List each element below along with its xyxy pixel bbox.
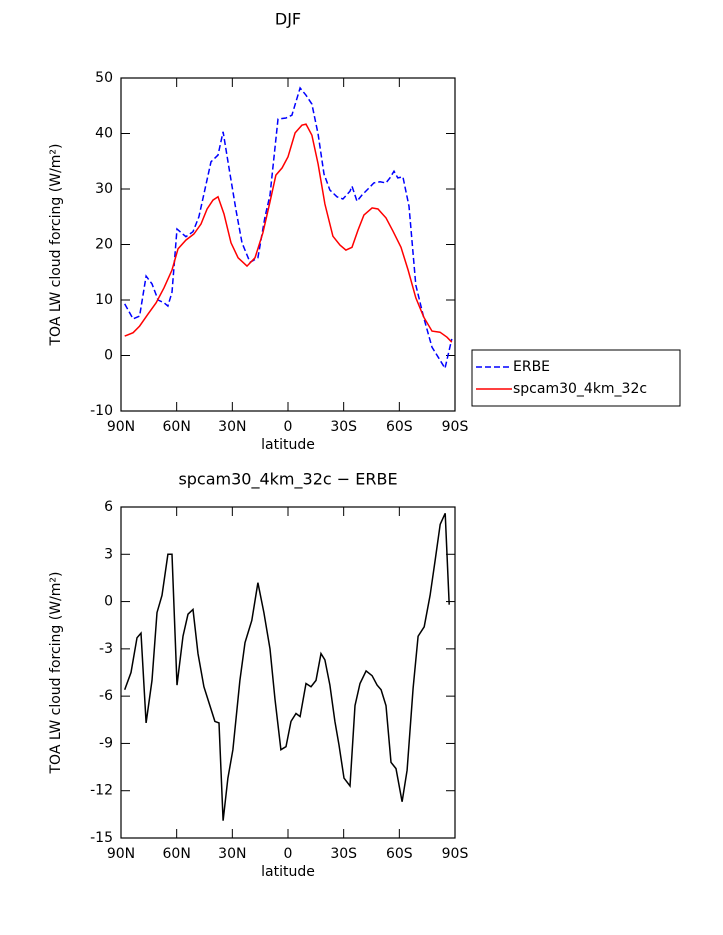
x-tick-label: 60S bbox=[386, 846, 413, 862]
x-tick-label: 90S bbox=[442, 419, 469, 435]
x-tick-label: 30S bbox=[330, 419, 357, 435]
y-tick-label: -12 bbox=[90, 783, 113, 799]
y-tick-label: -9 bbox=[99, 735, 113, 751]
panel: DJF -10 0 10 20 30 40 50 90N 60N 30N 0 30S 60S 90S lati… bbox=[48, 10, 681, 453]
legend-label: spcam30_4km_32c bbox=[513, 381, 647, 397]
chart-title: spcam30_4km_32c − ERBE bbox=[178, 470, 397, 490]
y-tick-label: 30 bbox=[95, 181, 113, 197]
series-line bbox=[124, 86, 453, 371]
y-tick-label: 3 bbox=[104, 546, 113, 562]
y-tick-label: 40 bbox=[95, 126, 113, 142]
x-tick-label: 90N bbox=[107, 419, 135, 435]
x-tick-label: 60N bbox=[163, 419, 191, 435]
legend-label: ERBE bbox=[513, 359, 550, 375]
x-tick-label: 60S bbox=[386, 419, 413, 435]
series-line bbox=[124, 123, 453, 343]
panel: spcam30_4km_32c − ERBE -15 -12 -9 -6 -3 0 3 6 90N… bbox=[48, 470, 468, 881]
x-tick-label: 90N bbox=[107, 846, 135, 862]
y-tick-label: -6 bbox=[99, 688, 113, 704]
x-tick-label: 90S bbox=[442, 846, 469, 862]
y-tick-label: 0 bbox=[104, 594, 113, 610]
y-tick-label: 0 bbox=[104, 348, 113, 364]
chart-title: DJF bbox=[275, 10, 301, 29]
y-axis-label: TOA LW cloud forcing (W/m²) bbox=[48, 144, 64, 347]
x-tick-label: 30S bbox=[330, 846, 357, 862]
y-tick-label: -10 bbox=[90, 403, 113, 419]
x-tick-label: 60N bbox=[163, 846, 191, 862]
x-tick-label: 0 bbox=[284, 419, 293, 435]
y-tick-label: -15 bbox=[90, 830, 113, 846]
legend-box bbox=[471, 349, 681, 407]
y-tick-label: 6 bbox=[104, 499, 113, 515]
x-axis-label: latitude bbox=[261, 864, 315, 880]
y-tick-label: -3 bbox=[99, 641, 113, 657]
x-tick-label: 30N bbox=[218, 419, 246, 435]
y-axis-label: TOA LW cloud forcing (W/m²) bbox=[48, 572, 64, 775]
y-tick-label: 10 bbox=[95, 292, 113, 308]
x-tick-label: 0 bbox=[284, 846, 293, 862]
plot-frame bbox=[120, 77, 456, 412]
series-line bbox=[123, 512, 450, 821]
x-axis-label: latitude bbox=[261, 437, 315, 453]
y-tick-label: 20 bbox=[95, 237, 113, 253]
y-tick-label: 50 bbox=[95, 70, 113, 86]
x-tick-label: 30N bbox=[218, 846, 246, 862]
